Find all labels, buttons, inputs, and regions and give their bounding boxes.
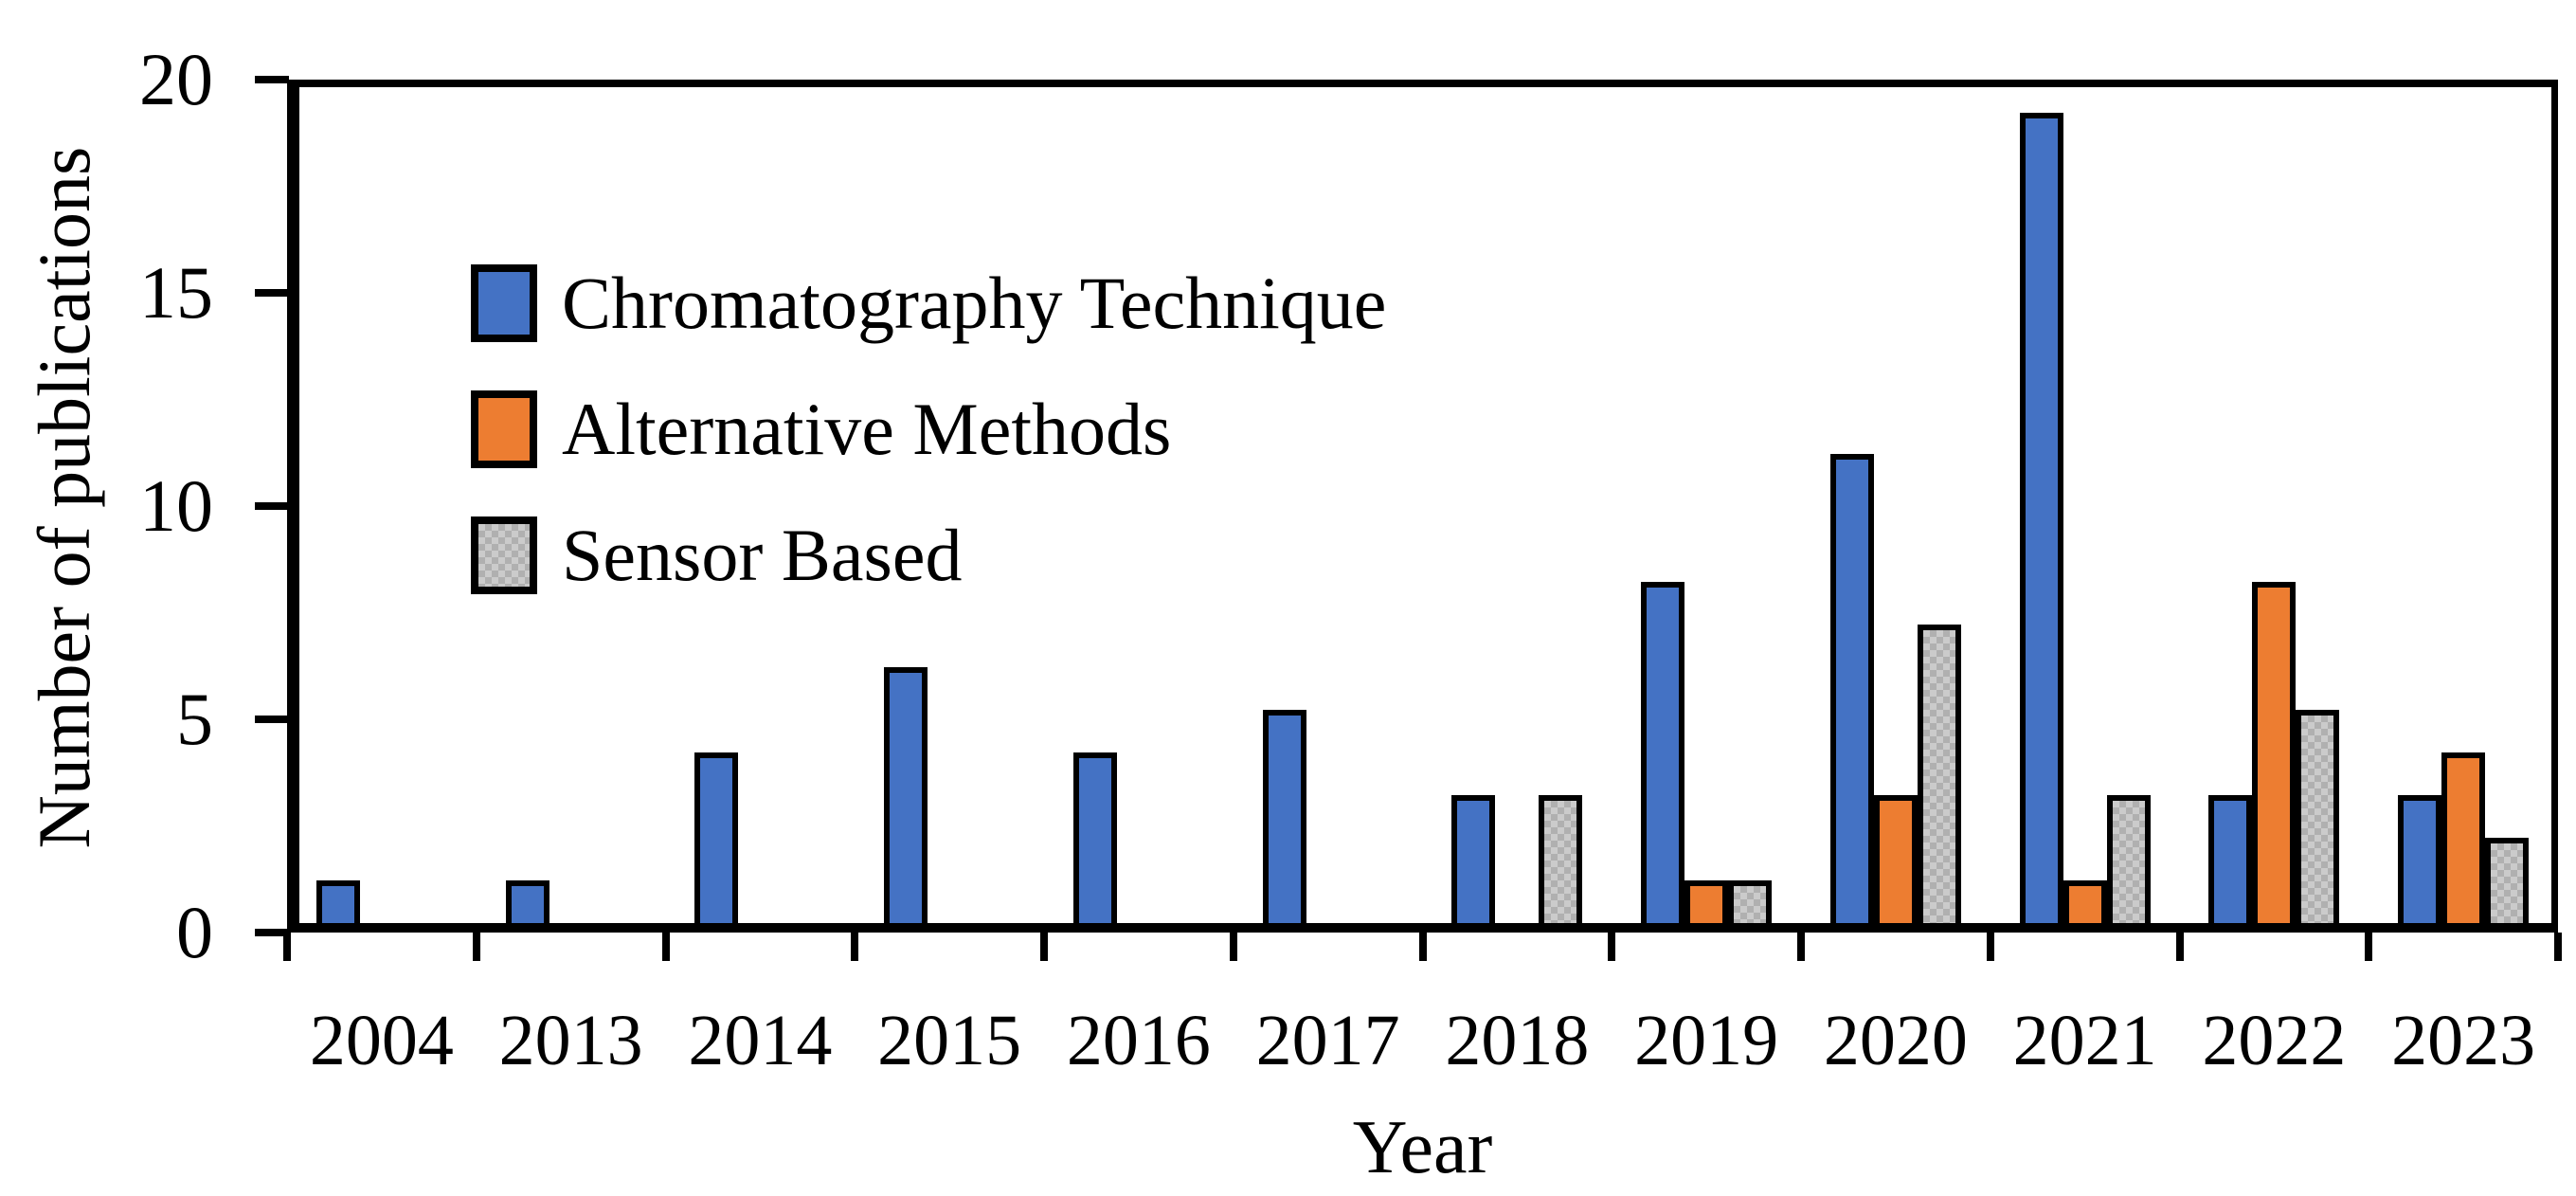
x-tick-2 <box>661 933 670 961</box>
x-category-label-2014: 2014 <box>688 1001 833 1080</box>
y-tick-10 <box>255 502 289 510</box>
legend-label-sensor: Sensor Based <box>562 514 963 596</box>
bar-group-2018 <box>1423 80 1612 923</box>
y-tick-20 <box>255 76 289 83</box>
bar-2022-alternative-methods <box>2252 582 2297 923</box>
x-category-label-2023: 2023 <box>2391 1001 2536 1080</box>
legend-item-sensor: Sensor Based <box>471 516 1386 594</box>
bar-group-2021 <box>1991 80 2180 923</box>
x-category-label-2018: 2018 <box>1445 1001 1590 1080</box>
x-category-label-2004: 2004 <box>309 1001 454 1080</box>
bar-2020-alternative-methods <box>1873 795 1918 923</box>
legend-swatch-alternative <box>471 390 537 468</box>
x-tick-6 <box>1418 933 1427 961</box>
x-tick-7 <box>1608 933 1616 961</box>
x-category-label-2022: 2022 <box>2202 1001 2347 1080</box>
bar-2015-chromatography-technique <box>884 667 928 923</box>
bar-2022-chromatography-technique <box>2208 795 2253 923</box>
y-tick-15 <box>255 289 289 297</box>
x-tick-8 <box>1797 933 1805 961</box>
bar-2013-chromatography-technique <box>505 880 549 923</box>
plot-area <box>287 80 2558 933</box>
legend-swatch-sensor <box>471 516 537 594</box>
y-tick-0 <box>255 929 289 936</box>
y-tick-label-15: 15 <box>139 251 213 334</box>
legend-item-alternative: Alternative Methods <box>471 390 1386 468</box>
x-tick-11 <box>2365 933 2373 961</box>
y-tick-label-10: 10 <box>139 464 213 547</box>
legend-label-alternative: Alternative Methods <box>562 388 1172 470</box>
bar-2004-chromatography-technique <box>315 880 360 923</box>
x-tick-9 <box>1986 933 1994 961</box>
x-tick-3 <box>851 933 859 961</box>
bar-2019-chromatography-technique <box>1641 582 1685 923</box>
legend-label-chromatography: Chromatography Technique <box>562 262 1387 344</box>
bar-group-2013 <box>477 80 666 923</box>
x-tick-10 <box>2175 933 2184 961</box>
x-category-label-2015: 2015 <box>877 1001 1022 1080</box>
x-tick-4 <box>1040 933 1048 961</box>
bar-group-2014 <box>666 80 856 923</box>
x-tick-0 <box>283 933 291 961</box>
y-tick-label-20: 20 <box>139 38 213 120</box>
bar-2018-chromatography-technique <box>1451 795 1496 923</box>
bar-group-2023 <box>2369 80 2558 923</box>
bar-2022-sensor-based <box>2296 710 2340 923</box>
bar-2021-sensor-based <box>2106 795 2151 923</box>
bar-2019-sensor-based <box>1728 880 1773 923</box>
bar-group-2016 <box>1044 80 1234 923</box>
legend-item-chromatography: Chromatography Technique <box>471 264 1386 342</box>
bar-2023-chromatography-technique <box>2398 795 2442 923</box>
y-tick-label-5: 5 <box>176 678 213 760</box>
bar-2021-alternative-methods <box>2063 880 2107 923</box>
bar-group-2022 <box>2180 80 2369 923</box>
bar-group-2004 <box>287 80 477 923</box>
bar-group-2019 <box>1612 80 1801 923</box>
bar-group-2017 <box>1234 80 1423 923</box>
x-category-label-2013: 2013 <box>498 1001 643 1080</box>
bar-2021-chromatography-technique <box>2019 113 2063 923</box>
x-tick-1 <box>472 933 480 961</box>
bar-2014-chromatography-technique <box>694 752 739 923</box>
bar-2018-sensor-based <box>1539 795 1583 923</box>
bar-2023-alternative-methods <box>2441 752 2486 923</box>
x-category-label-2020: 2020 <box>1823 1001 1968 1080</box>
bar-2016-chromatography-technique <box>1072 752 1117 923</box>
x-category-label-2021: 2021 <box>2012 1001 2157 1080</box>
x-category-label-2016: 2016 <box>1066 1001 1211 1080</box>
bar-group-2015 <box>855 80 1044 923</box>
bar-group-2020 <box>1801 80 1991 923</box>
bar-2020-sensor-based <box>1917 625 1961 923</box>
y-tick-5 <box>255 716 289 723</box>
bar-2019-alternative-methods <box>1684 880 1729 923</box>
legend: Chromatography Technique Alternative Met… <box>471 264 1386 650</box>
bar-2020-chromatography-technique <box>1829 454 1874 923</box>
y-tick-label-0: 0 <box>176 891 213 973</box>
x-tick-12 <box>2554 933 2562 961</box>
x-tick-5 <box>1229 933 1237 961</box>
x-axis-title: Year <box>1352 1106 1493 1189</box>
x-category-label-2017: 2017 <box>1255 1001 1400 1080</box>
legend-swatch-chromatography <box>471 264 537 342</box>
bar-2023-sensor-based <box>2485 838 2530 923</box>
x-category-label-2019: 2019 <box>1634 1001 1779 1080</box>
bar-2017-chromatography-technique <box>1262 710 1306 923</box>
